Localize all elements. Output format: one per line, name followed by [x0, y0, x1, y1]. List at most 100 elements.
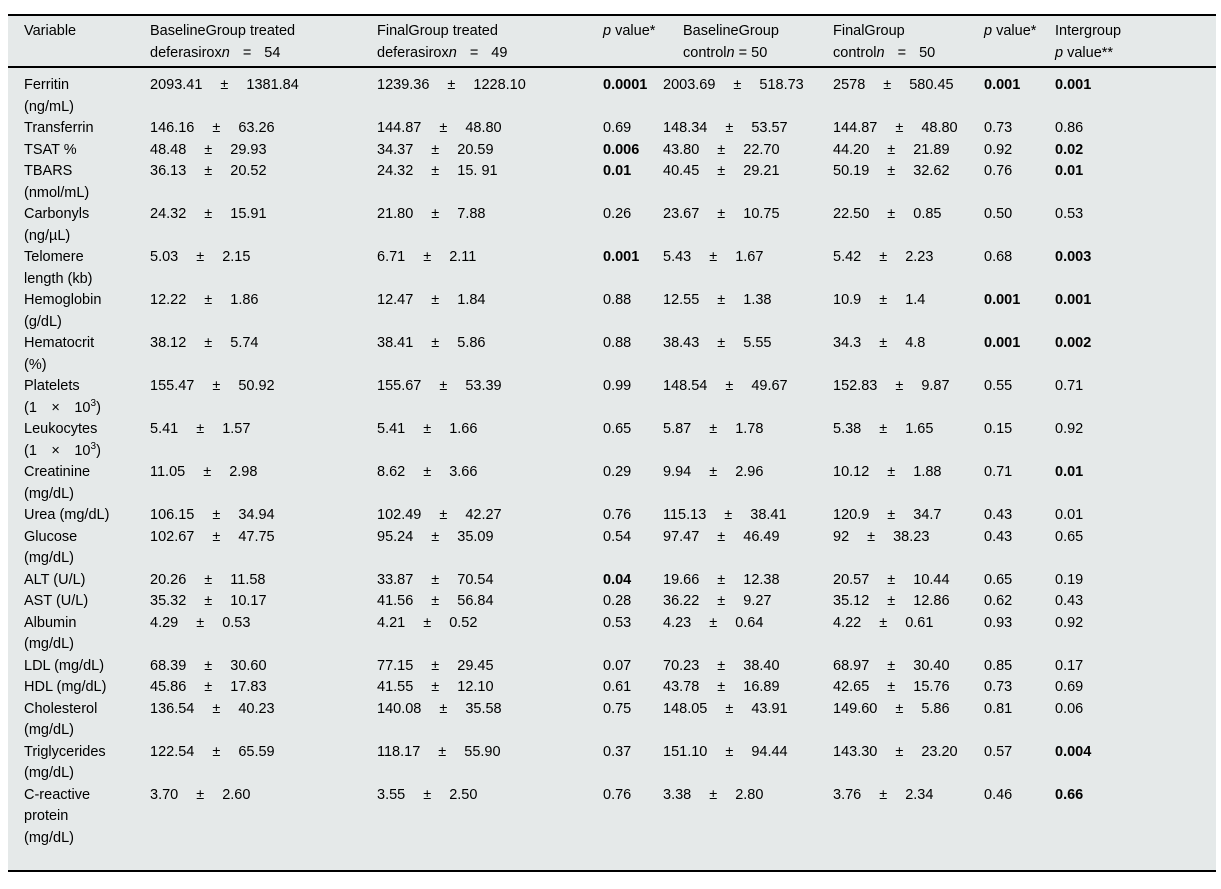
cell-p-value-intergroup: 0.02	[1055, 141, 1084, 158]
header-line1: BaselineGroup	[683, 23, 779, 39]
cell-variable: TSAT %	[24, 141, 77, 158]
cell-p-value-control: 0.001	[984, 335, 1021, 351]
cell-p-value-treated: 0.001	[603, 249, 640, 265]
table-row: TBARS (nmol/mL) 36.13 ±20.52 24.32 ±15. 91 0.0…	[8, 161, 1216, 204]
cell-control-baseline: 148.05 ±43.91	[663, 700, 788, 717]
cell-p-value-control: 0.55	[984, 378, 1013, 394]
col-header-p-intergroup: Intergroup p value**	[1055, 16, 1216, 68]
cell-variable: AST (U/L)	[24, 593, 89, 609]
cell-variable: HDL (mg/dL)	[24, 679, 107, 695]
cell-p-value-treated: 0.88	[603, 292, 632, 308]
table-row: AST (U/L) 35.32 ±10.17 41.56 ±56.84 0.28 36.22…	[8, 591, 1216, 613]
cell-p-value-treated: 0.61	[603, 679, 632, 695]
cell-treated-baseline: 106.15 ±34.94	[150, 507, 275, 523]
cell-treated-final: 8.62 ±3.66	[377, 464, 478, 480]
cell-treated-baseline: 5.41 ±1.57	[150, 421, 251, 437]
cell-p-value-intergroup: 0.001	[1055, 77, 1092, 93]
cell-variable: Hematocrit (%)	[24, 335, 95, 373]
cell-treated-final: 102.49 ±42.27	[377, 507, 502, 523]
cell-variable: Hemoglobin (g/dL)	[24, 292, 102, 330]
cell-p-value-intergroup: 0.01	[1055, 507, 1084, 523]
cell-treated-final: 34.37 ±20.59	[377, 141, 494, 158]
cell-p-value-control: 0.71	[984, 464, 1013, 480]
cell-variable: Carbonyls (ng/µL)	[24, 206, 90, 244]
cell-p-value-control: 0.76	[984, 163, 1013, 179]
table-row: Carbonyls (ng/µL) 24.32 ±15.91 21.80 ±7.88 0.2…	[8, 204, 1216, 247]
cell-treated-final: 21.80 ±7.88	[377, 206, 486, 222]
cell-variable: Triglycerides (mg/dL)	[24, 743, 106, 782]
cell-treated-final: 6.71 ±2.11	[377, 249, 477, 265]
cell-control-baseline: 5.87 ±1.78	[663, 421, 764, 437]
cell-treated-baseline: 12.22 ±1.86	[150, 292, 259, 308]
cell-variable: Transferrin	[24, 120, 94, 136]
cell-control-baseline: 97.47 ±46.49	[663, 528, 780, 545]
cell-control-baseline: 43.80 ±22.70	[663, 141, 780, 158]
table-row: Albumin (mg/dL) 4.29 ±0.53 4.21 ±0.52 0.53 4.23…	[8, 613, 1216, 656]
table-row: Urea (mg/dL) 106.15 ±34.94 102.49 ±42.27 0.76…	[8, 505, 1216, 527]
cell-p-value-control: 0.81	[984, 700, 1013, 717]
cell-control-final: 68.97 ±30.40	[833, 657, 950, 674]
cell-p-value-treated: 0.37	[603, 743, 632, 760]
cell-treated-final: 41.56 ±56.84	[377, 593, 494, 609]
table-row: Transferrin 146.16 ±63.26 144.87 ±48.80 0.69 1…	[8, 118, 1216, 140]
header-line2: p value**	[1055, 44, 1114, 61]
header-line2: controln = 50	[683, 44, 768, 61]
cell-control-baseline: 70.23 ±38.40	[663, 657, 780, 674]
cell-treated-baseline: 102.67 ±47.75	[150, 528, 275, 545]
cell-control-baseline: 148.34 ±53.57	[663, 120, 788, 136]
cell-p-value-control: 0.43	[984, 507, 1013, 523]
cell-p-value-control: 0.43	[984, 528, 1013, 545]
cell-treated-final: 24.32 ±15. 91	[377, 163, 498, 179]
cell-control-baseline: 4.23 ±0.64	[663, 614, 764, 631]
cell-variable: Urea (mg/dL)	[24, 507, 110, 523]
cell-control-final: 35.12 ±12.86	[833, 593, 950, 609]
cell-p-value-treated: 0.88	[603, 335, 632, 351]
cell-treated-final: 77.15 ±29.45	[377, 657, 494, 674]
cell-control-final: 42.65 ±15.76	[833, 679, 950, 695]
cell-control-baseline: 151.10 ±94.44	[663, 743, 788, 760]
table-row: Creatinine (mg/dL) 11.05 ±2.98 8.62 ±3.66 0.29…	[8, 462, 1216, 505]
cell-p-value-intergroup: 0.19	[1055, 571, 1084, 588]
cell-p-value-treated: 0.76	[603, 786, 632, 803]
table-row: ALT (U/L) 20.26 ±11.58 33.87 ±70.54 0.04 19.66…	[8, 570, 1216, 592]
cell-p-value-treated: 0.04	[603, 571, 632, 588]
header-line1: FinalGroup treated	[377, 23, 498, 39]
cell-control-baseline: 23.67 ±10.75	[663, 206, 780, 222]
cell-control-final: 2578 ±580.45	[833, 77, 954, 93]
col-header-treated-final: FinalGroup treated deferasiroxn = 49	[377, 16, 603, 68]
cell-control-final: 149.60 ±5.86	[833, 700, 950, 717]
cell-treated-baseline: 11.05 ±2.98	[150, 464, 258, 480]
cell-treated-final: 1239.36 ±1228.10	[377, 77, 526, 93]
cell-p-value-treated: 0.76	[603, 507, 632, 523]
cell-control-baseline: 5.43 ±1.67	[663, 249, 764, 265]
cell-p-value-intergroup: 0.01	[1055, 464, 1084, 480]
cell-control-final: 152.83 ±9.87	[833, 378, 950, 394]
table-row: Ferritin (ng/mL) 2093.41 ±1381.84 1239.36 ±12…	[8, 67, 1216, 118]
cell-control-baseline: 9.94 ±2.96	[663, 464, 764, 480]
table-row: Glucose (mg/dL) 102.67 ±47.75 95.24 ±35.09 0.5…	[8, 527, 1216, 570]
cell-treated-final: 140.08 ±35.58	[377, 700, 502, 717]
cell-treated-baseline: 4.29 ±0.53	[150, 614, 251, 631]
cell-p-value-treated: 0.07	[603, 657, 632, 674]
cell-treated-final: 3.55 ±2.50	[377, 786, 478, 803]
cell-control-final: 143.30 ±23.20	[833, 743, 958, 760]
table-row: Platelets (1 × 103) 155.47 ±50.92 155.67 ±53.…	[8, 376, 1216, 419]
cell-control-baseline: 40.45 ±29.21	[663, 163, 780, 179]
table-row: HDL (mg/dL) 45.86 ±17.83 41.55 ±12.10 0.61 43.…	[8, 677, 1216, 699]
cell-treated-baseline: 3.70 ±2.60	[150, 786, 251, 803]
cell-variable: Ferritin (ng/mL)	[24, 77, 74, 115]
cell-p-value-intergroup: 0.53	[1055, 206, 1084, 222]
cell-treated-baseline: 35.32 ±10.17	[150, 593, 267, 609]
cell-control-baseline: 36.22 ±9.27	[663, 593, 772, 609]
cell-treated-final: 38.41 ±5.86	[377, 335, 486, 351]
cell-p-value-treated: 0.65	[603, 421, 632, 437]
cell-control-final: 120.9 ±34.7	[833, 507, 942, 523]
cell-p-value-control: 0.57	[984, 743, 1013, 760]
cell-variable: TBARS (nmol/mL)	[24, 163, 90, 201]
cell-p-value-control: 0.46	[984, 786, 1013, 803]
cell-control-final: 5.42 ±2.23	[833, 249, 934, 265]
header-line2: deferasiroxn = 49	[377, 44, 508, 61]
cell-p-value-control: 0.001	[984, 292, 1021, 308]
header-line1: Intergroup	[1055, 23, 1122, 39]
cell-p-value-intergroup: 0.003	[1055, 249, 1092, 265]
